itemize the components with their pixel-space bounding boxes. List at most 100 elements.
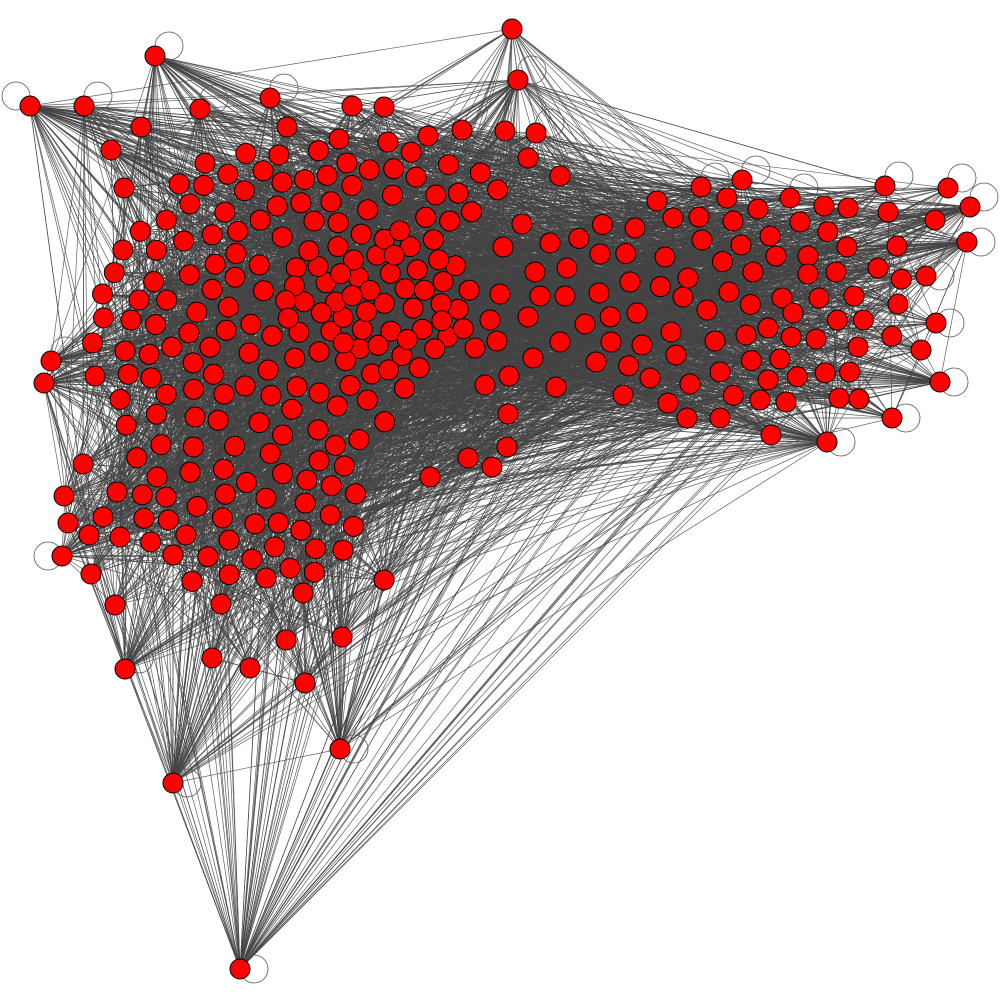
graph-edge bbox=[239, 401, 787, 970]
graph-edge bbox=[43, 55, 156, 384]
graph-edge bbox=[447, 336, 828, 443]
graph-edge bbox=[384, 372, 826, 423]
graph-edge bbox=[369, 169, 472, 213]
graph-edge bbox=[124, 493, 356, 670]
graph-edge bbox=[154, 55, 341, 750]
graph-edge bbox=[239, 340, 716, 970]
graph-edge bbox=[239, 329, 423, 970]
graph-edge bbox=[88, 441, 828, 536]
graph-edge bbox=[189, 203, 828, 443]
graph-edge bbox=[353, 331, 672, 527]
graph-edge bbox=[339, 319, 491, 750]
graph-edge bbox=[239, 375, 510, 970]
graph-edge bbox=[239, 358, 781, 970]
graph-edge bbox=[29, 105, 661, 287]
graph-edge bbox=[172, 472, 191, 784]
graph-edge bbox=[154, 55, 721, 373]
graph-edge bbox=[239, 323, 586, 970]
graph-edge bbox=[172, 150, 319, 784]
graph-edge bbox=[191, 581, 251, 669]
graph-edge bbox=[517, 79, 892, 337]
graph-edge bbox=[150, 541, 174, 784]
graph-edge bbox=[517, 79, 674, 219]
graph-edge bbox=[891, 322, 937, 419]
graph-edge bbox=[29, 105, 115, 273]
graph-edge bbox=[269, 97, 385, 108]
graph-edge bbox=[339, 441, 828, 750]
graph-edge bbox=[480, 172, 734, 396]
graph-edge bbox=[140, 79, 519, 232]
graph-edge bbox=[124, 241, 968, 670]
graph-edge bbox=[302, 592, 306, 684]
graph-edge bbox=[172, 386, 557, 784]
graph-edge bbox=[339, 357, 534, 750]
graph-edge bbox=[634, 227, 879, 269]
graph-edge bbox=[94, 375, 174, 784]
graph-edge bbox=[598, 292, 734, 396]
graph-edge bbox=[371, 373, 828, 443]
graph-edge bbox=[239, 316, 529, 970]
graph-edge bbox=[43, 382, 174, 784]
graph-edge bbox=[239, 197, 791, 970]
graph-edge bbox=[138, 79, 519, 301]
graph-edge bbox=[239, 275, 927, 970]
graph-edge bbox=[424, 227, 636, 291]
graph-edge bbox=[165, 496, 174, 784]
graph-edge bbox=[797, 376, 828, 443]
graph-edge bbox=[29, 105, 809, 275]
graph-edge bbox=[172, 331, 392, 784]
graph-edge bbox=[223, 154, 280, 395]
graph-edge bbox=[339, 157, 529, 750]
graph-edge bbox=[335, 445, 341, 750]
graph-edge bbox=[196, 506, 241, 970]
graph-edge bbox=[29, 105, 118, 493]
graph-edge bbox=[239, 126, 288, 970]
graph-edge bbox=[204, 79, 519, 164]
graph-edge bbox=[317, 429, 828, 443]
graph-edge bbox=[43, 382, 241, 970]
graph-edge bbox=[29, 105, 201, 110]
graph-edge bbox=[435, 130, 506, 196]
graph-edge bbox=[29, 105, 237, 254]
graph-edge bbox=[172, 581, 193, 784]
graph-edge bbox=[858, 319, 864, 400]
graph-edge bbox=[335, 194, 393, 303]
graph-edge bbox=[304, 441, 828, 684]
graph-edge bbox=[285, 384, 486, 641]
graph-edge bbox=[172, 245, 898, 784]
graph-edge bbox=[517, 79, 886, 187]
graph-edge bbox=[339, 413, 509, 750]
graph-edge bbox=[156, 154, 280, 478]
graph-edge bbox=[172, 362, 194, 784]
graph-edge bbox=[939, 241, 968, 383]
graph-edge bbox=[339, 376, 798, 750]
graph-edge bbox=[172, 572, 315, 784]
graph-edge bbox=[90, 425, 127, 575]
graph-edge bbox=[517, 79, 879, 269]
graph-edge bbox=[154, 55, 689, 279]
graph-edge bbox=[29, 105, 315, 222]
graph-edge bbox=[29, 105, 241, 970]
graph-edge bbox=[239, 331, 672, 970]
graph-edge bbox=[302, 441, 828, 594]
graph-edge bbox=[383, 457, 469, 581]
graph-edge bbox=[50, 360, 828, 443]
graph-edge bbox=[511, 28, 661, 287]
graph-edge bbox=[415, 132, 537, 178]
graph-edge bbox=[82, 463, 241, 970]
graph-edge bbox=[339, 278, 902, 750]
graph-edge bbox=[29, 28, 513, 107]
graph-edge bbox=[405, 288, 798, 378]
graph-edge bbox=[239, 409, 293, 970]
graph-edge bbox=[341, 360, 752, 638]
graph-edge bbox=[165, 316, 611, 498]
graph-edge bbox=[517, 79, 730, 293]
graph-edge bbox=[154, 55, 703, 241]
graph-edge bbox=[155, 250, 241, 970]
graph-edge bbox=[625, 253, 730, 293]
graph-edge bbox=[124, 425, 127, 670]
graph-edge bbox=[67, 522, 126, 670]
graph-edge bbox=[140, 55, 156, 128]
graph-edge bbox=[92, 342, 230, 575]
graph-edge bbox=[517, 79, 586, 325]
